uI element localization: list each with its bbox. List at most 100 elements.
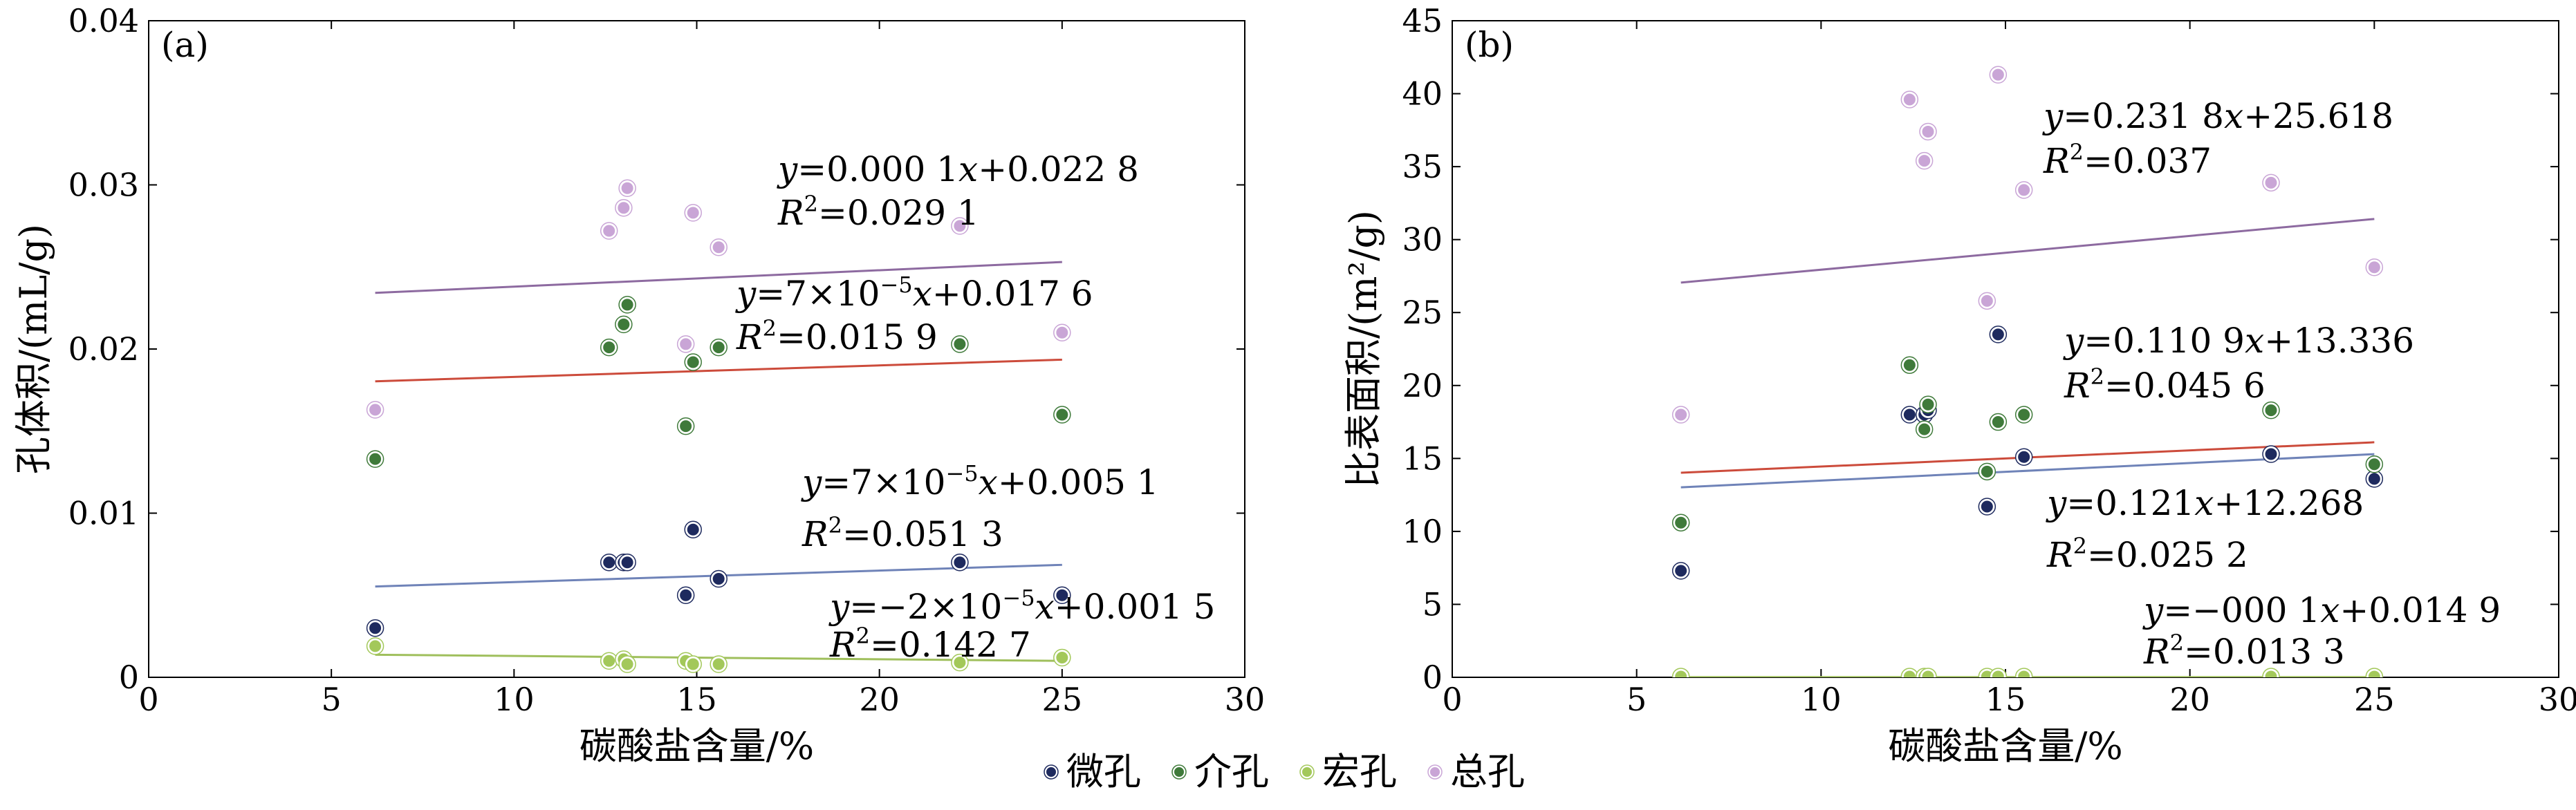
- eq-y: y: [2042, 96, 2064, 136]
- point-宏孔: [1921, 670, 1935, 684]
- y-tick-label: 0.02: [68, 330, 139, 368]
- point-宏孔: [620, 657, 634, 671]
- point-总孔: [2264, 176, 2278, 189]
- eq-part: +13.336: [2264, 321, 2414, 361]
- fit-r2: R2=0.037: [2043, 139, 2212, 181]
- r2-r: R: [777, 193, 804, 233]
- eq-sup: −5: [1002, 585, 1035, 611]
- legend-label: 微孔: [1066, 750, 1141, 793]
- x-tick-label: 5: [322, 681, 342, 718]
- point-宏孔: [602, 654, 616, 668]
- legend-label: 总孔: [1450, 750, 1525, 793]
- eq-part: =7×10: [756, 274, 880, 314]
- r2-value: =0.142 7: [870, 625, 1031, 665]
- point-宏孔: [1902, 670, 1916, 684]
- y-tick-label: 40: [1402, 75, 1443, 113]
- point-介孔: [1902, 358, 1916, 372]
- eq-part: +0.022 8: [978, 149, 1139, 189]
- fit-r2: R2=0.029 1: [777, 191, 979, 233]
- point-总孔: [1055, 326, 1069, 339]
- eq-x: x: [979, 462, 998, 502]
- eq-x: x: [2320, 590, 2339, 630]
- legend-marker: [1046, 766, 1057, 778]
- y-tick-label: 20: [1402, 367, 1443, 404]
- point-介孔: [1055, 408, 1069, 422]
- fit-line-总孔: [1681, 219, 2375, 283]
- fit-r2: R2=0.045 6: [2064, 364, 2265, 406]
- fit-r2: R2=0.013 3: [2143, 630, 2345, 672]
- eq-sup: −5: [945, 460, 978, 487]
- fit-equation: y=0.231 8x+25.618: [2042, 96, 2393, 136]
- eq-sup: −5: [880, 272, 912, 298]
- x-tick-label: 25: [2354, 681, 2395, 718]
- r2-value: =0.045 6: [2104, 366, 2265, 406]
- r2-value: =0.025 2: [2087, 535, 2248, 575]
- r2-r: R: [2046, 535, 2073, 575]
- eq-y: y: [828, 587, 850, 627]
- y-tick-label: 0.04: [68, 2, 139, 39]
- x-tick-label: 10: [494, 681, 535, 718]
- r2-r: R: [736, 317, 763, 357]
- y-tick-label: 0: [119, 659, 139, 696]
- y-tick-label: 15: [1402, 440, 1443, 477]
- y-tick-label: 35: [1402, 148, 1443, 185]
- r2-sup: 2: [2073, 533, 2087, 559]
- point-介孔: [953, 337, 967, 351]
- eq-x: x: [2224, 96, 2243, 136]
- point-总孔: [617, 201, 631, 215]
- eq-y: y: [2063, 321, 2084, 361]
- eq-y: y: [777, 149, 798, 189]
- fit-r2: R2=0.025 2: [2046, 533, 2248, 575]
- x-tick-label: 5: [1627, 681, 1647, 718]
- eq-y: y: [735, 274, 757, 314]
- point-总孔: [1918, 154, 1931, 168]
- y-tick-label: 5: [1423, 585, 1443, 623]
- eq-part: =−000 1: [2163, 590, 2320, 630]
- plot-frame: [149, 21, 1245, 677]
- eq-x: x: [958, 149, 978, 189]
- legend-item: 介孔: [1172, 750, 1269, 793]
- eq-y: y: [2046, 483, 2067, 523]
- eq-part: +12.268: [2214, 483, 2364, 523]
- point-微孔: [712, 572, 725, 586]
- point-总孔: [1991, 68, 2005, 82]
- point-介孔: [1918, 422, 1931, 436]
- legend-marker: [1429, 766, 1440, 778]
- point-介孔: [620, 298, 634, 312]
- point-宏孔: [1055, 651, 1069, 665]
- y-tick-label: 0.01: [68, 495, 139, 532]
- eq-x: x: [2245, 321, 2264, 361]
- r2-r: R: [829, 625, 856, 665]
- point-宏孔: [1674, 670, 1688, 684]
- r2-r: R: [801, 514, 828, 554]
- point-总孔: [602, 224, 616, 238]
- point-微孔: [1980, 500, 1994, 514]
- fit-equation: y=−2×10−5x+0.001 5: [828, 585, 1216, 627]
- eq-y: y: [801, 462, 822, 502]
- point-微孔: [686, 522, 700, 536]
- point-微孔: [1902, 408, 1916, 422]
- fit-r2: R2=0.051 3: [801, 512, 1003, 554]
- legend-item: 宏孔: [1300, 750, 1397, 793]
- point-介孔: [2017, 408, 2031, 422]
- legend-label: 宏孔: [1322, 750, 1397, 793]
- point-介孔: [679, 420, 693, 433]
- y-axis-label: 孔体积/(mL/g): [12, 224, 55, 474]
- x-axis-label: 碳酸盐含量/%: [580, 724, 815, 768]
- x-tick-label: 30: [1225, 681, 1266, 718]
- point-介孔: [1980, 464, 1994, 478]
- x-tick-label: 25: [1042, 681, 1083, 718]
- point-总孔: [369, 403, 382, 417]
- point-总孔: [712, 241, 725, 254]
- x-tick-label: 15: [676, 681, 717, 718]
- point-总孔: [679, 337, 693, 351]
- eq-part: =0.000 1: [797, 149, 958, 189]
- legend-label: 介孔: [1194, 750, 1269, 793]
- r2-r: R: [2043, 141, 2070, 181]
- point-总孔: [686, 206, 700, 220]
- eq-part: +0.001 5: [1055, 587, 1216, 627]
- point-介孔: [1921, 397, 1935, 411]
- y-axis-label: 比表面积/(m²/g): [1342, 210, 1385, 488]
